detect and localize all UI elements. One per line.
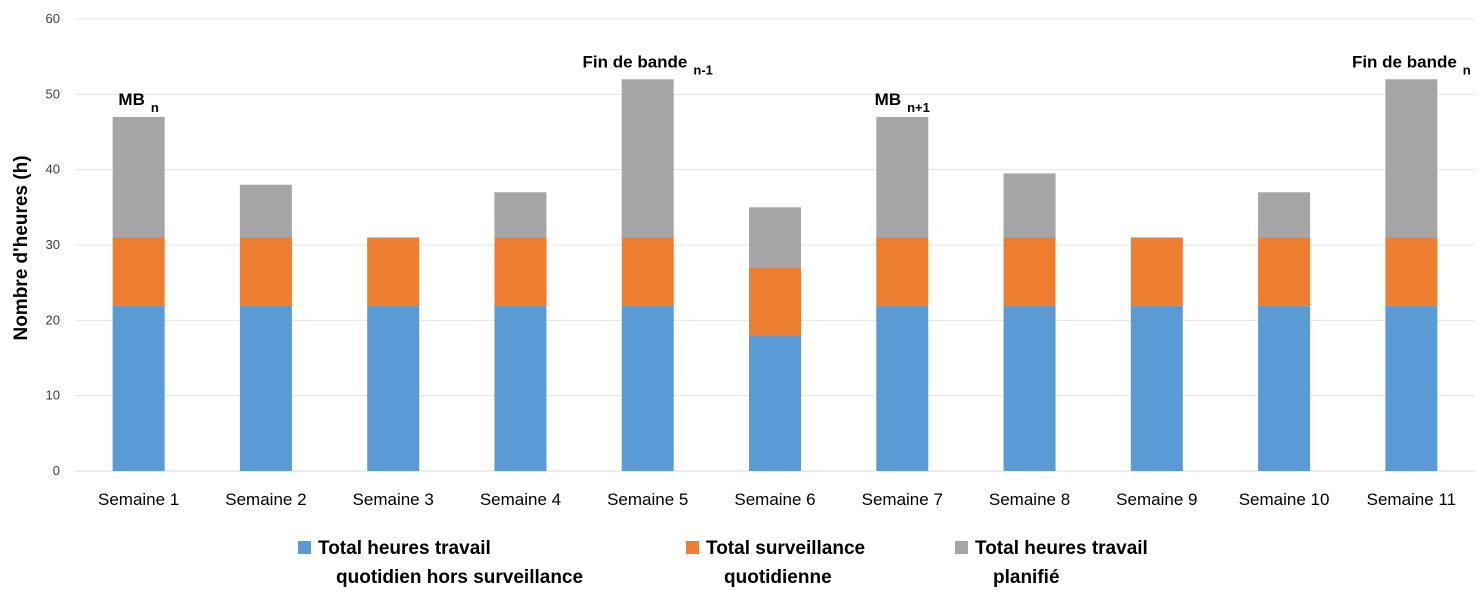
x-tick-label: Semaine 8 bbox=[989, 490, 1070, 509]
legend-swatch bbox=[955, 541, 968, 554]
bar-segment bbox=[239, 184, 292, 238]
y-tick-label: 50 bbox=[46, 86, 60, 101]
bar-segment bbox=[1130, 237, 1183, 306]
annotation-text: MB bbox=[118, 90, 144, 109]
annotation-label: Fin de bande n-1 bbox=[583, 52, 713, 77]
y-axis-title: Nombre d'heures (h) bbox=[11, 155, 32, 340]
annotation-subscript: n bbox=[151, 100, 159, 115]
bar-segment bbox=[367, 237, 420, 306]
bar-segment bbox=[1258, 192, 1311, 238]
annotation-text: MB bbox=[875, 90, 901, 109]
bars bbox=[112, 79, 1438, 471]
x-tick-label: Semaine 2 bbox=[225, 490, 306, 509]
y-tick-label: 30 bbox=[46, 237, 60, 252]
legend: Total heures travail quotidien hors surve… bbox=[298, 538, 1148, 588]
legend-label: quotidien hors surveillance bbox=[336, 567, 583, 588]
x-tick-label: Semaine 5 bbox=[607, 490, 688, 509]
x-tick-label: Semaine 10 bbox=[1239, 490, 1330, 509]
axes: 0 10 20 30 40 50 60 Nombre d'heures (h) Semaine … bbox=[11, 11, 1456, 509]
bar-segment bbox=[112, 116, 165, 238]
legend-label: quotidienne bbox=[724, 567, 832, 588]
y-tick-label: 60 bbox=[46, 11, 60, 26]
annotation-label: MB n bbox=[118, 90, 158, 115]
bar-segment bbox=[749, 267, 801, 336]
bar-segment bbox=[1385, 305, 1438, 471]
bar-segment bbox=[239, 237, 292, 306]
bar-segment bbox=[1258, 237, 1311, 306]
y-tick-label: 0 bbox=[53, 463, 60, 478]
annotation-label: Fin de bande n bbox=[1352, 52, 1471, 77]
bar-segment bbox=[1003, 173, 1056, 238]
y-tick-label: 40 bbox=[46, 162, 60, 177]
y-tick-label: 10 bbox=[46, 388, 60, 403]
x-tick-label: Semaine 9 bbox=[1116, 490, 1197, 509]
annotations: MB n Fin de bande n-1 MB n+1 Fin de bande n bbox=[118, 52, 1470, 115]
legend-swatch bbox=[686, 541, 699, 554]
bar-segment bbox=[749, 335, 801, 471]
annotation-subscript: n bbox=[1463, 62, 1471, 77]
x-tick-label: Semaine 6 bbox=[734, 490, 815, 509]
bar-segment bbox=[1385, 237, 1438, 306]
bar-segment bbox=[239, 305, 292, 471]
bar-segment bbox=[876, 116, 929, 238]
x-tick-label: Semaine 7 bbox=[862, 490, 943, 509]
bar-segment bbox=[112, 305, 165, 471]
annotation-subscript: n-1 bbox=[693, 62, 713, 77]
bar-segment bbox=[621, 237, 674, 306]
x-tick-label: Semaine 4 bbox=[480, 490, 561, 509]
x-tick-label: Semaine 3 bbox=[353, 490, 434, 509]
bar-segment bbox=[1003, 237, 1056, 306]
legend-swatch bbox=[298, 541, 311, 554]
bar-segment bbox=[876, 305, 929, 471]
bar-segment bbox=[112, 237, 165, 306]
legend-label: Total heures travail bbox=[318, 538, 491, 559]
legend-label: Total heures travail bbox=[975, 538, 1148, 559]
legend-label: planifié bbox=[993, 567, 1060, 588]
bar-segment bbox=[876, 237, 929, 306]
annotation-subscript: n+1 bbox=[907, 100, 930, 115]
bar-segment bbox=[749, 207, 801, 268]
annotation-text: Fin de bande bbox=[1352, 52, 1457, 71]
bar-segment bbox=[494, 237, 547, 306]
bar-segment bbox=[1003, 305, 1056, 471]
bar-segment bbox=[621, 79, 674, 238]
annotation-text: Fin de bande bbox=[583, 52, 688, 71]
bar-segment bbox=[494, 192, 547, 238]
legend-label: Total surveillance bbox=[706, 538, 865, 559]
x-tick-label: Semaine 1 bbox=[98, 490, 179, 509]
bar-segment bbox=[494, 305, 547, 471]
bar-segment bbox=[1130, 305, 1183, 471]
bar-segment bbox=[1385, 79, 1438, 238]
bar-segment bbox=[367, 305, 420, 471]
bar-segment bbox=[1258, 305, 1311, 471]
y-tick-label: 20 bbox=[46, 312, 60, 327]
x-tick-label: Semaine 11 bbox=[1367, 490, 1456, 509]
bar-segment bbox=[621, 305, 674, 471]
annotation-label: MB n+1 bbox=[875, 90, 930, 115]
